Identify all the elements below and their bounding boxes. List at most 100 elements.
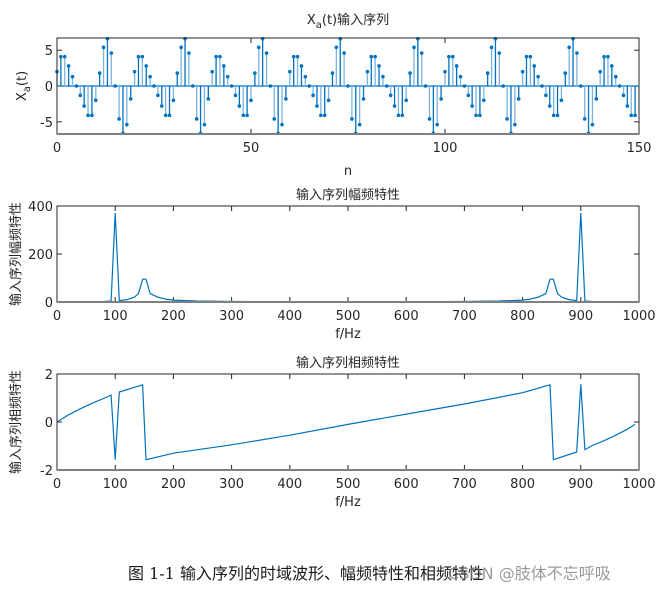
- x-axis-label: f/Hz: [335, 495, 361, 510]
- stem-marker: [167, 113, 172, 118]
- stem-marker: [547, 104, 552, 108]
- stem-marker: [408, 71, 412, 75]
- stem-marker: [513, 122, 517, 127]
- stem-marker: [175, 71, 180, 75]
- stem-marker: [326, 98, 331, 103]
- stem-marker: [249, 98, 253, 103]
- x-tick-label: 100: [103, 477, 128, 492]
- stem-marker: [579, 84, 583, 88]
- stem-marker: [555, 113, 560, 118]
- stem-marker: [295, 54, 300, 59]
- stem-marker: [59, 54, 63, 59]
- stem-marker: [152, 84, 156, 88]
- stem-marker: [128, 97, 133, 101]
- stem-marker: [610, 64, 614, 68]
- stem-marker: [260, 36, 265, 41]
- x-tick-label: 200: [161, 477, 186, 492]
- stem-marker: [288, 69, 292, 74]
- stem-marker: [315, 104, 319, 108]
- stem-marker: [159, 104, 164, 108]
- stem-marker: [388, 93, 393, 98]
- x-tick-label: 800: [510, 477, 535, 492]
- stem-marker: [74, 84, 79, 88]
- stem-marker: [462, 84, 467, 88]
- stem-marker: [365, 69, 370, 74]
- stem-marker: [454, 64, 459, 68]
- y-tick-label: -2: [40, 464, 53, 479]
- stem-marker: [540, 84, 544, 88]
- stem-marker: [62, 54, 67, 59]
- stem-marker: [598, 69, 602, 74]
- data-line: [56, 212, 640, 303]
- x-tick-label: 150: [627, 141, 652, 156]
- stem-marker: [582, 117, 587, 121]
- x-tick-label: 100: [103, 309, 128, 324]
- stem-marker: [404, 98, 409, 103]
- x-tick-label: 300: [219, 309, 244, 324]
- stem-marker: [338, 36, 343, 41]
- stem-marker: [156, 93, 160, 98]
- plot-title: 输入序列幅频特性: [296, 187, 400, 203]
- stem-marker: [625, 104, 630, 108]
- stem-marker: [194, 117, 199, 121]
- stem-marker: [516, 97, 521, 101]
- stem-marker: [435, 122, 440, 127]
- stem-marker: [342, 51, 346, 55]
- stem-marker: [381, 74, 385, 79]
- stem-marker: [470, 104, 474, 108]
- stem-marker: [443, 69, 447, 74]
- stem-marker: [256, 45, 261, 50]
- stem-marker: [280, 122, 284, 127]
- stem-marker: [489, 45, 494, 50]
- stem-marker: [621, 93, 626, 98]
- stem-marker: [284, 97, 288, 101]
- stem-marker: [551, 113, 556, 118]
- stem-marker: [427, 117, 432, 121]
- stem-marker: [563, 71, 568, 75]
- x-tick-label: 50: [243, 141, 260, 156]
- x-tick-label: 900: [568, 309, 593, 324]
- x-tick-label: 1000: [622, 309, 655, 324]
- stem-marker: [187, 51, 191, 55]
- stem-marker: [202, 122, 207, 127]
- stem-marker: [396, 113, 401, 118]
- stem-marker: [229, 84, 234, 88]
- stem-marker: [113, 84, 117, 88]
- y-tick-label: 200: [28, 248, 53, 263]
- stem-marker: [439, 97, 443, 101]
- stem-marker: [602, 54, 606, 59]
- stem-marker: [330, 71, 335, 75]
- x-tick-label: 400: [277, 309, 302, 324]
- stem-marker: [501, 84, 506, 88]
- stem-marker: [544, 93, 548, 98]
- x-axis-label: n: [344, 164, 352, 179]
- stem-marker: [264, 51, 269, 55]
- stem-marker: [613, 74, 618, 79]
- stem-marker: [361, 97, 366, 101]
- stem-marker: [346, 84, 350, 88]
- stem-marker: [369, 54, 374, 59]
- stem-marker: [86, 113, 90, 118]
- stem-marker: [373, 54, 377, 59]
- stem-marker: [319, 113, 323, 118]
- y-tick-label: -5: [40, 116, 53, 131]
- stem-marker: [571, 36, 575, 41]
- stem-marker: [206, 97, 211, 101]
- stem-marker: [482, 98, 486, 103]
- x-tick-label: 700: [452, 309, 477, 324]
- stem-marker: [392, 104, 397, 108]
- y-axis-label: 输入序列幅频特性: [8, 202, 24, 306]
- x-tick-label: 700: [452, 477, 477, 492]
- stem-marker: [567, 45, 571, 50]
- axes-box: [56, 205, 640, 303]
- x-tick-label: 500: [336, 309, 361, 324]
- stem-marker: [78, 93, 83, 98]
- stem-marker: [400, 113, 405, 118]
- data-line: [56, 383, 636, 461]
- phase-plot: 0 100 200 300 400 500 600 700 800 900 1000-202输入序列…: [8, 355, 656, 510]
- stem-marker: [144, 64, 149, 68]
- stem-marker: [307, 84, 312, 88]
- stem-marker: [497, 51, 502, 55]
- stem-marker: [474, 113, 478, 118]
